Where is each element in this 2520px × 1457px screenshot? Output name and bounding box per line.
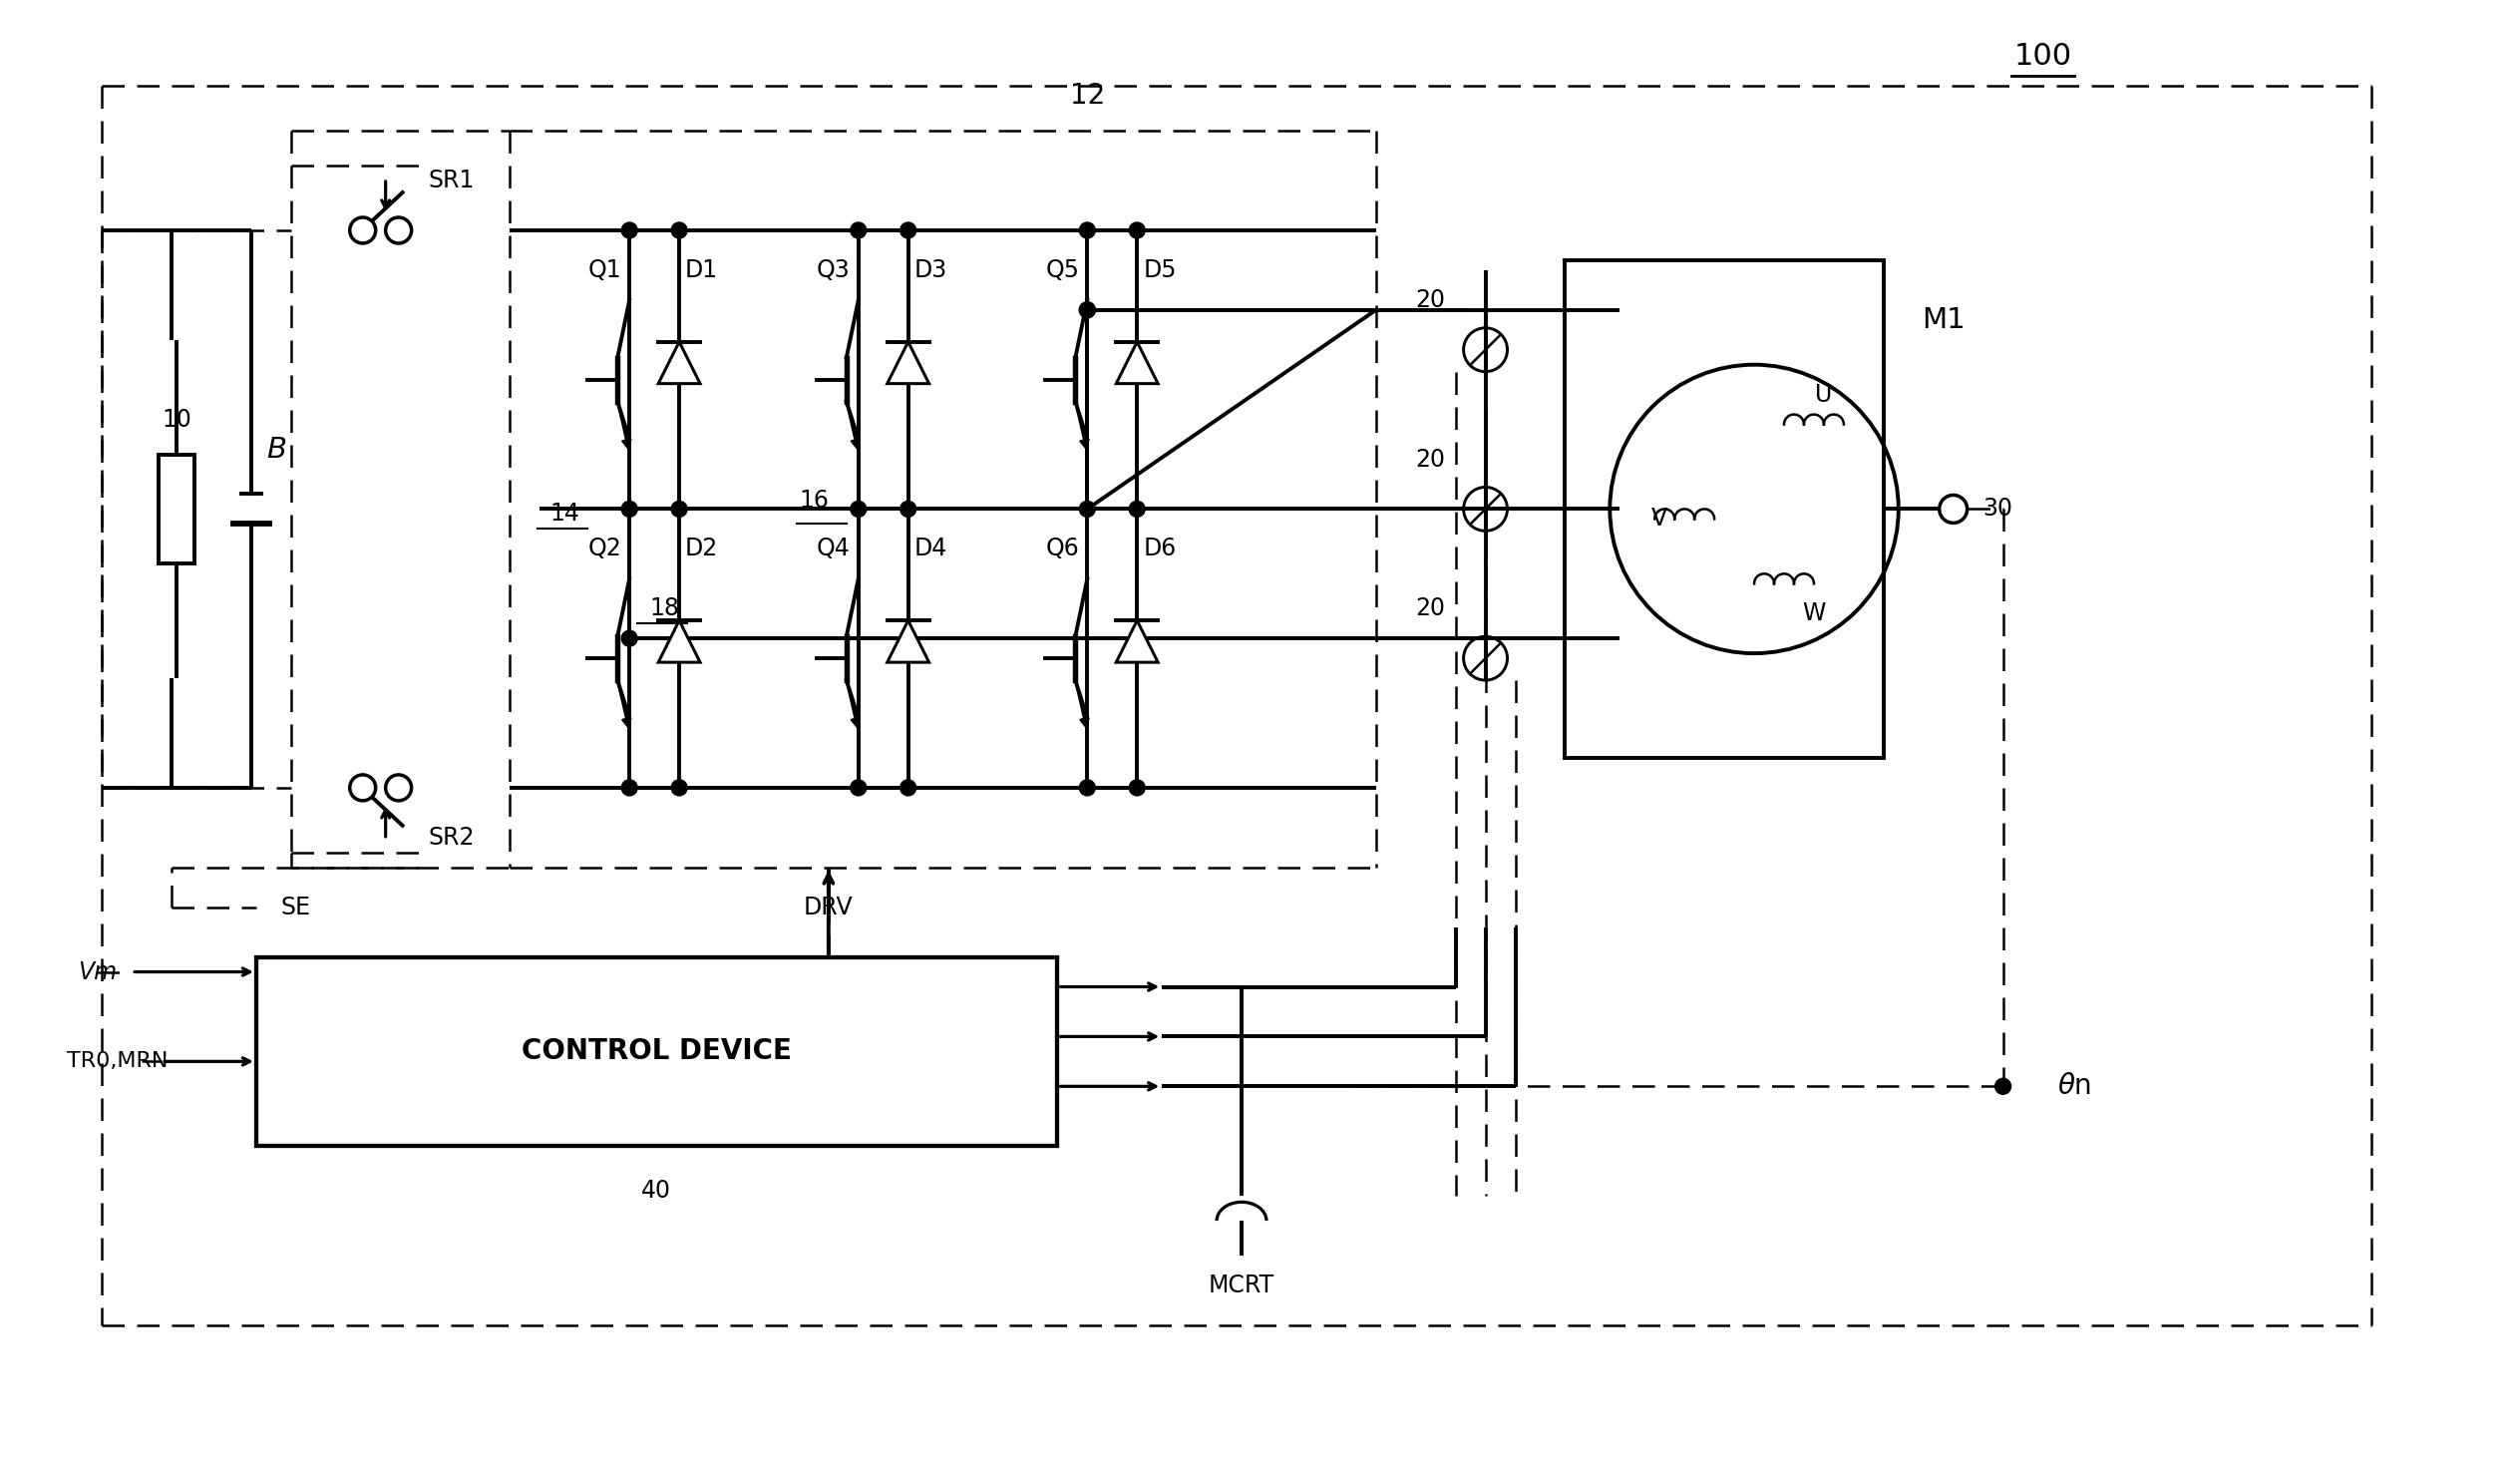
Text: 40: 40 bbox=[643, 1179, 670, 1203]
Text: 20: 20 bbox=[1416, 288, 1446, 312]
Text: Q4: Q4 bbox=[816, 536, 849, 561]
Polygon shape bbox=[658, 621, 701, 663]
Text: 18: 18 bbox=[650, 596, 680, 621]
Text: 20: 20 bbox=[1416, 596, 1446, 621]
Circle shape bbox=[1129, 223, 1144, 239]
Text: TR0,MRN: TR0,MRN bbox=[68, 1052, 169, 1071]
Bar bbox=[1565, 261, 1882, 758]
Text: D4: D4 bbox=[915, 536, 948, 561]
Text: 10: 10 bbox=[161, 408, 192, 431]
Circle shape bbox=[900, 223, 917, 239]
Text: Q1: Q1 bbox=[587, 258, 622, 283]
Text: Q5: Q5 bbox=[1046, 258, 1079, 283]
Circle shape bbox=[849, 501, 867, 517]
Text: 16: 16 bbox=[799, 490, 829, 513]
Circle shape bbox=[849, 223, 867, 239]
Circle shape bbox=[670, 779, 688, 796]
Text: Vm: Vm bbox=[78, 960, 116, 983]
Text: DRV: DRV bbox=[804, 895, 854, 919]
Text: 30: 30 bbox=[1983, 497, 2013, 522]
Text: Q6: Q6 bbox=[1046, 536, 1079, 561]
Text: M1: M1 bbox=[1920, 306, 1966, 334]
Text: Q3: Q3 bbox=[816, 258, 849, 283]
Text: Q2: Q2 bbox=[587, 536, 622, 561]
Circle shape bbox=[900, 501, 917, 517]
Text: D1: D1 bbox=[685, 258, 718, 283]
Polygon shape bbox=[658, 342, 701, 383]
Text: MCRT: MCRT bbox=[1210, 1273, 1275, 1297]
Circle shape bbox=[849, 779, 867, 796]
Circle shape bbox=[1129, 501, 1144, 517]
Text: 14: 14 bbox=[549, 503, 580, 526]
Circle shape bbox=[1079, 501, 1096, 517]
Circle shape bbox=[1129, 779, 1144, 796]
Text: W: W bbox=[1802, 602, 1824, 625]
Circle shape bbox=[622, 779, 638, 796]
Text: $\theta$n: $\theta$n bbox=[2059, 1072, 2092, 1100]
Circle shape bbox=[1079, 223, 1096, 239]
Text: 100: 100 bbox=[2013, 42, 2071, 70]
Polygon shape bbox=[1116, 621, 1159, 663]
Circle shape bbox=[1079, 302, 1096, 318]
Circle shape bbox=[1996, 1078, 2011, 1094]
Circle shape bbox=[1079, 302, 1096, 318]
Bar bbox=[159, 455, 194, 564]
Circle shape bbox=[622, 223, 638, 239]
Text: D3: D3 bbox=[915, 258, 948, 283]
Text: 12: 12 bbox=[1068, 82, 1104, 109]
Text: CONTROL DEVICE: CONTROL DEVICE bbox=[522, 1037, 791, 1065]
Circle shape bbox=[622, 631, 638, 647]
Text: SR1: SR1 bbox=[428, 169, 474, 192]
Circle shape bbox=[1079, 779, 1096, 796]
Text: D5: D5 bbox=[1144, 258, 1177, 283]
Text: V: V bbox=[1651, 507, 1668, 530]
Text: U: U bbox=[1814, 383, 1832, 407]
Text: SE: SE bbox=[282, 895, 310, 919]
Circle shape bbox=[670, 501, 688, 517]
Bar bbox=[257, 957, 1058, 1147]
Text: D2: D2 bbox=[685, 536, 718, 561]
Text: B: B bbox=[267, 436, 287, 463]
Polygon shape bbox=[887, 342, 930, 383]
Circle shape bbox=[670, 223, 688, 239]
Polygon shape bbox=[1116, 342, 1159, 383]
Polygon shape bbox=[887, 621, 930, 663]
Circle shape bbox=[622, 501, 638, 517]
Circle shape bbox=[900, 779, 917, 796]
Text: SR2: SR2 bbox=[428, 826, 474, 849]
Text: 20: 20 bbox=[1416, 447, 1446, 471]
Text: D6: D6 bbox=[1144, 536, 1177, 561]
